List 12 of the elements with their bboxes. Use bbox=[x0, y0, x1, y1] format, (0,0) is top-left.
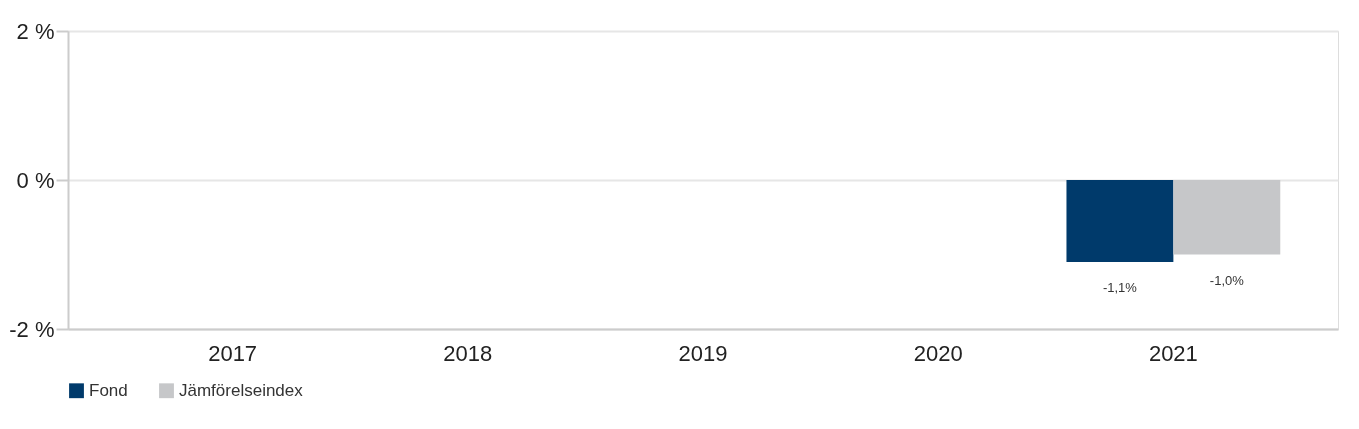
y-tick-label: 0 % bbox=[16, 167, 55, 193]
data-label: -1,1% bbox=[1102, 279, 1138, 295]
x-tick-label: 2018 bbox=[443, 340, 493, 366]
data-label: -1,0% bbox=[1209, 272, 1245, 288]
x-tick-label: 2021 bbox=[1148, 340, 1198, 366]
x-tick-label: 2020 bbox=[913, 340, 963, 366]
x-tick-label: 2019 bbox=[678, 340, 728, 366]
y-tick-label: 2 % bbox=[16, 18, 55, 44]
y-tick-label: -2 % bbox=[9, 316, 55, 342]
legend-label: Jämförelseindex bbox=[179, 380, 304, 400]
x-tick-label: 2017 bbox=[208, 340, 258, 366]
legend-label: Fond bbox=[89, 380, 128, 400]
